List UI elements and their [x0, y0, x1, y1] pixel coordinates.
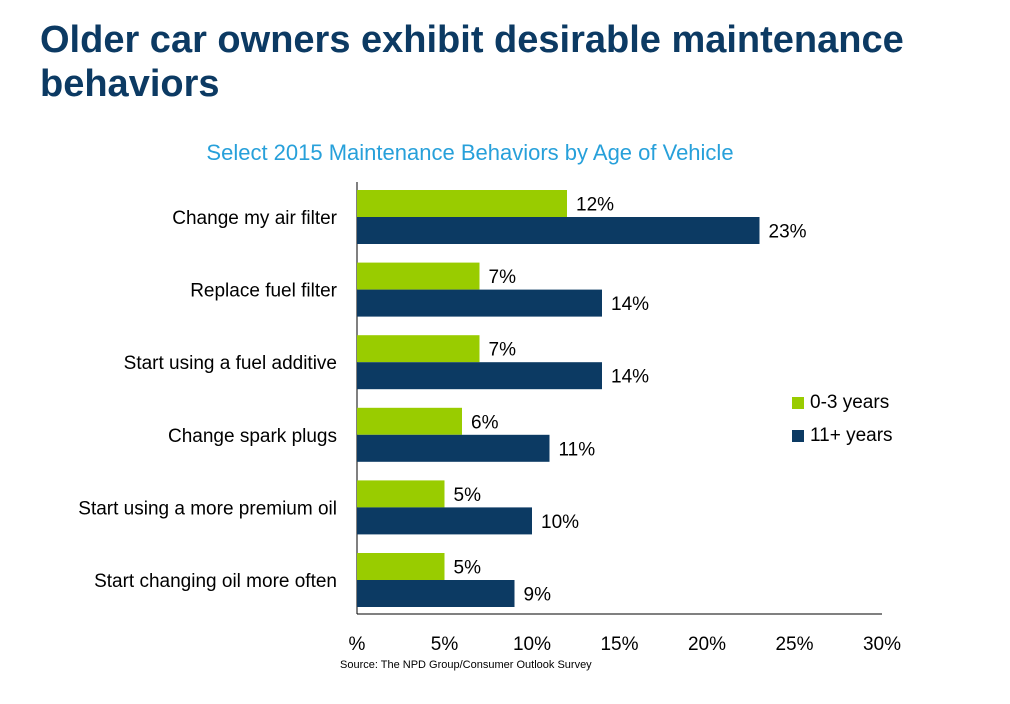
data-label: 14% [611, 294, 649, 315]
bar-new-vehicle [357, 480, 445, 508]
x-tick-label: 20% [688, 634, 726, 655]
category-label: Start using a fuel additive [124, 353, 337, 374]
legend-item-0-3-years: 0-3 years [792, 386, 893, 419]
bar-new-vehicle [357, 262, 480, 290]
data-label: 11% [559, 439, 596, 460]
category-label: Start using a more premium oil [78, 498, 337, 519]
x-tick-label: 10% [513, 634, 551, 655]
legend-swatch-navy [792, 429, 804, 442]
x-tick-label: 30% [863, 634, 901, 655]
data-label: 9% [524, 585, 552, 606]
legend-item-11-plus-years: 11+ years [792, 419, 893, 452]
chart-title: Select 2015 Maintenance Behaviors by Age… [206, 140, 734, 165]
bar-old-vehicle [357, 434, 550, 462]
data-label: 5% [454, 558, 482, 579]
bar-new-vehicle [357, 190, 567, 217]
data-label: 7% [489, 267, 517, 288]
x-tick-label: 25% [775, 634, 813, 655]
data-label: 12% [576, 195, 614, 216]
category-label: Change my air filter [172, 208, 337, 229]
page-title: Older car owners exhibit desirable maint… [40, 19, 904, 105]
chart-legend: 0-3 years 11+ years [792, 386, 893, 452]
x-tick-label: 5% [431, 634, 459, 655]
bar-new-vehicle [357, 335, 480, 363]
category-label: Replace fuel filter [190, 281, 337, 302]
data-label: 10% [541, 512, 579, 533]
legend-label: 11+ years [810, 424, 893, 446]
bar-new-vehicle [357, 407, 462, 435]
bar-old-vehicle [357, 289, 602, 317]
legend-swatch-green [792, 396, 804, 409]
legend-label: 0-3 years [810, 391, 890, 413]
source-note: Source: The NPD Group/Consumer Outlook S… [340, 659, 592, 671]
data-label: 14% [611, 367, 649, 388]
category-label: Change spark plugs [168, 426, 337, 447]
bar-old-vehicle [357, 580, 515, 607]
data-label: 23% [769, 222, 807, 243]
data-label: 6% [471, 412, 499, 433]
bar-old-vehicle [357, 507, 532, 535]
data-label: 7% [489, 340, 517, 361]
bar-old-vehicle [357, 217, 760, 244]
bar-old-vehicle [357, 362, 602, 390]
x-tick-label: % [349, 634, 366, 655]
bar-new-vehicle [357, 553, 445, 580]
category-label: Start changing oil more often [94, 571, 337, 592]
x-tick-label: 15% [600, 634, 638, 655]
data-label: 5% [454, 485, 482, 506]
